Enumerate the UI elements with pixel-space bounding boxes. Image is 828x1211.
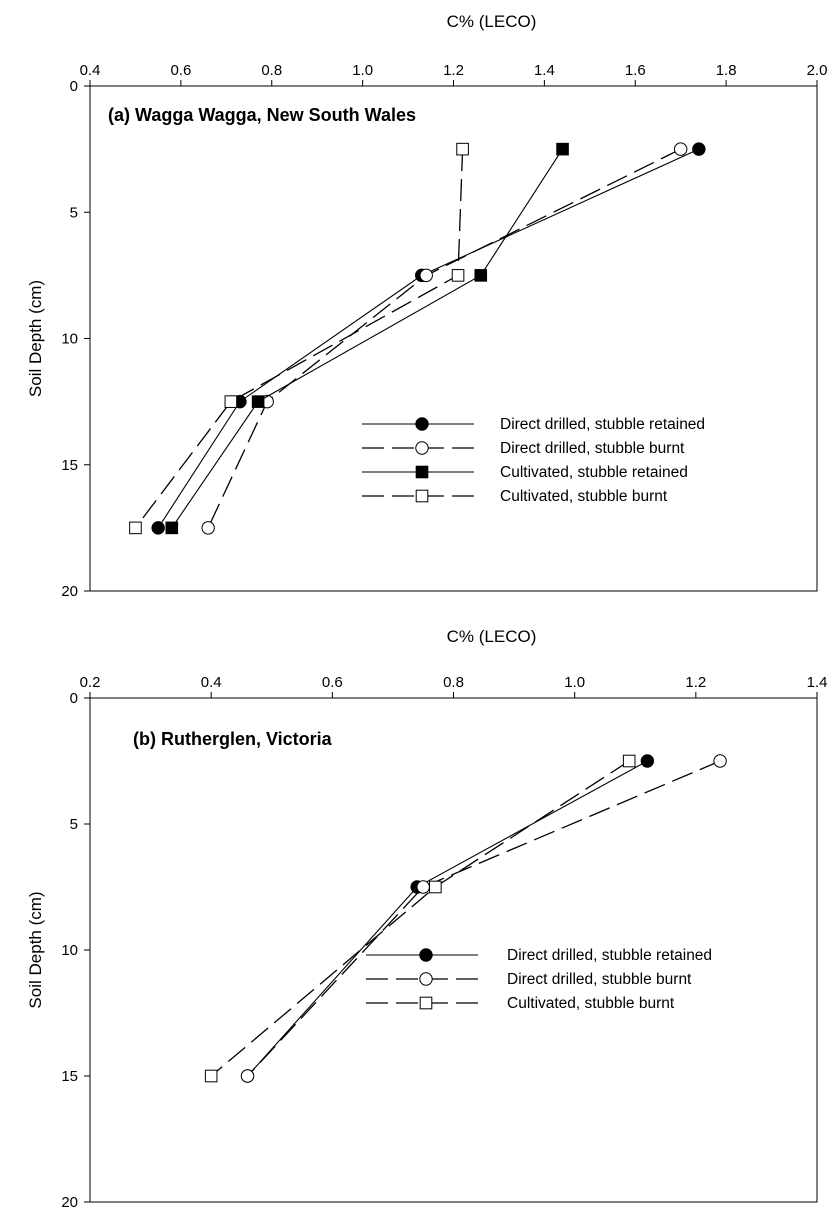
legend-label: Direct drilled, stubble burnt [507,971,692,988]
x-tick-label: 1.2 [685,674,706,691]
y-axis-label: Soil Depth (cm) [26,280,45,397]
y-tick-label: 15 [61,1068,78,1085]
legend-marker [419,996,433,1010]
x-tick-label: 0.4 [80,62,101,79]
x-tick-label: 1.2 [443,62,464,79]
series-line [247,760,648,1077]
series-2 [165,142,569,535]
data-point [429,880,442,894]
x-tick-label: 1.6 [625,62,646,79]
y-tick-label: 10 [61,942,78,959]
legend-marker [415,441,429,455]
y-tick-label: 0 [70,78,78,95]
x-tick-label: 1.8 [716,62,737,79]
x-tick-label: 1.4 [534,62,555,79]
data-point [556,142,569,156]
y-tick-label: 20 [61,1194,78,1211]
x-tick-label: 0.2 [80,674,101,691]
x-tick-label: 1.4 [807,674,828,691]
series-line [247,760,721,1077]
chart-panel-a: 0.4 0.6 0.8 1.0 1.2 1.4 1.6 1.8 2.0 0 5 10 15 20 C% (L… [26,12,827,600]
x-tick-label: 1.0 [564,674,585,691]
x-tick-label: 0.6 [322,674,343,691]
data-point [251,395,265,408]
legend-marker [415,417,429,431]
data-point [474,269,488,282]
series-line [207,148,681,529]
data-point [416,880,430,894]
legend-label: Cultivated, stubble retained [500,464,688,481]
x-tick-label: 0.6 [170,62,191,79]
y-tick-label: 10 [61,331,78,348]
legend-marker [419,948,433,962]
x-axis-label: C% (LECO) [447,627,537,646]
data-point [129,521,142,535]
legend-marker [415,465,429,479]
chart-title: (a) Wagga Wagga, New South Wales [108,105,416,125]
chart-title: (b) Rutherglen, Victoria [133,729,333,749]
y-tick-label: 15 [61,457,78,474]
legend-marker [415,489,429,503]
y-tick-label: 0 [70,690,78,707]
series-0 [240,754,655,1083]
data-point [204,1069,218,1083]
legend-label: Cultivated, stubble burnt [507,995,675,1012]
x-tick-label: 1.0 [352,62,373,79]
data-point [240,1069,255,1083]
legend: Direct drilled, stubble retained Direct d… [366,947,712,1012]
x-tick-label: 2.0 [807,62,828,79]
legend-label: Cultivated, stubble burnt [500,488,668,505]
legend-label: Direct drilled, stubble retained [500,416,705,433]
legend-marker [419,972,433,986]
series-1 [240,754,727,1083]
data-point [165,521,179,535]
data-point [456,142,469,156]
series-line [210,760,630,1077]
series-2 [204,754,636,1083]
series-line [157,148,700,529]
y-tick-label: 5 [70,816,78,833]
y-tick-label: 20 [61,583,78,600]
legend-label: Direct drilled, stubble burnt [500,440,685,457]
chart-panel-b: 0.2 0.4 0.6 0.8 1.0 1.2 1.4 0 5 10 15 20 C% (LECO) So… [26,627,827,1211]
data-point [692,142,706,156]
data-point [419,268,433,283]
data-point [201,521,215,535]
x-tick-label: 0.4 [201,674,222,691]
plot-frame [89,85,818,592]
data-point [622,754,636,768]
y-tick-label: 5 [70,204,78,221]
series-1 [201,142,688,535]
legend-label: Direct drilled, stubble retained [507,947,712,964]
x-tick-label: 0.8 [443,674,464,691]
data-point [224,395,238,408]
series-line [134,149,464,529]
data-point [640,754,655,768]
series-line [171,148,563,529]
data-point [713,754,727,768]
x-axis-label: C% (LECO) [447,12,537,31]
data-point [151,521,165,535]
y-axis-label: Soil Depth (cm) [26,891,45,1008]
data-point [673,142,688,156]
data-point [451,269,465,282]
x-tick-label: 0.8 [261,62,282,79]
series-3 [129,142,469,535]
legend: Direct drilled, stubble retained Direct d… [362,416,705,505]
